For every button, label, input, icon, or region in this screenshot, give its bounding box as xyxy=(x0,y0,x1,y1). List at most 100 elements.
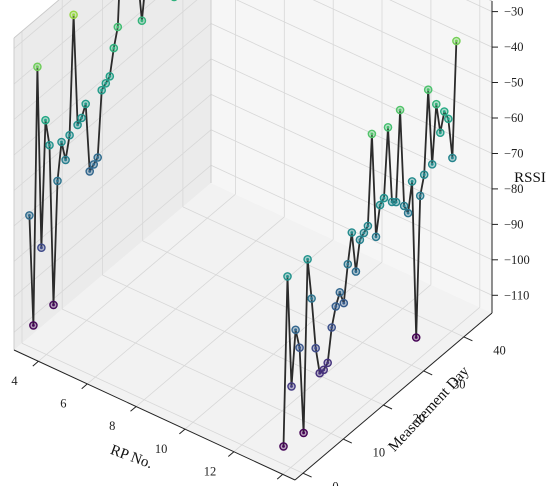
series-1-point-core xyxy=(92,163,96,166)
series-2-point-core xyxy=(398,108,402,112)
series-1-point-core xyxy=(80,116,83,120)
z-grid-left xyxy=(13,0,114,85)
series-1-line xyxy=(28,0,145,327)
x-grid-floor xyxy=(38,193,236,362)
z-tick-label: −90 xyxy=(504,217,524,231)
y-tick-label: 10 xyxy=(373,446,386,460)
grid-lines xyxy=(13,0,493,475)
series-2-point-core xyxy=(410,180,414,183)
y-tick-label: 0 xyxy=(332,480,338,486)
x-tick-label: 6 xyxy=(60,397,66,411)
y-tick-mark xyxy=(302,472,312,478)
x-tick-mark xyxy=(32,360,39,367)
x-grid-floor xyxy=(87,216,285,385)
series-2-point-core xyxy=(290,385,293,388)
series-2-point-core xyxy=(346,262,350,266)
series-1-point-core xyxy=(56,179,59,183)
series-2-point-core xyxy=(430,162,434,166)
y-tick-mark xyxy=(383,404,393,410)
z-grid-back xyxy=(235,0,493,119)
axis-lines xyxy=(13,0,498,481)
series-2-point-core xyxy=(422,173,426,177)
z-axis-title: RSSI xyxy=(514,170,546,186)
series-2-point-core xyxy=(338,290,342,294)
z-tick-label: −50 xyxy=(504,76,524,90)
series-2-point-core xyxy=(322,368,326,372)
z-grid-left xyxy=(13,94,212,262)
series-1-point-core xyxy=(52,303,55,307)
series-2-point-core xyxy=(442,110,446,113)
series-1-point-core xyxy=(32,324,35,327)
back-wall-pane xyxy=(211,0,492,313)
z-tick-label: −60 xyxy=(504,111,524,125)
x-tick-mark xyxy=(130,406,137,412)
series-1-point xyxy=(171,0,178,2)
z-grid-back xyxy=(312,0,493,83)
series-2-point-core xyxy=(294,328,297,332)
z-grid-left xyxy=(13,0,72,49)
series-2-point-core xyxy=(434,102,438,106)
x-grid-floor xyxy=(184,261,383,430)
series-2-point-core xyxy=(406,211,410,215)
series-2-point-core xyxy=(402,204,406,208)
x-axis-line xyxy=(13,349,296,481)
z-grid-back xyxy=(210,164,493,296)
z-tick-label: −40 xyxy=(504,40,524,54)
x-tick-label: 12 xyxy=(204,465,217,479)
series-1-point-core xyxy=(48,143,51,147)
series-1-point-core xyxy=(108,74,112,78)
z-grid-left xyxy=(13,58,212,227)
series-2-point-core xyxy=(382,196,386,200)
series-2-point-core xyxy=(282,445,285,448)
tick-labels: 468101214010203040−30−40−50−60−70−80−90−… xyxy=(11,5,529,486)
series-2-point-core xyxy=(298,346,301,350)
x-axis-title: RP No. xyxy=(108,442,154,472)
series-2-point-core xyxy=(354,270,358,273)
left-wall-pane xyxy=(14,0,211,350)
series-2-point-core xyxy=(374,235,378,239)
x-tick-label: 8 xyxy=(109,419,115,433)
series-1-point-core xyxy=(44,118,47,122)
series-2-point-core xyxy=(394,200,398,204)
series-2-point-core xyxy=(451,156,454,160)
pane-edge xyxy=(13,0,60,39)
z-grid-left xyxy=(13,129,212,298)
series-1-point-core xyxy=(36,65,39,69)
series-1-point-core xyxy=(64,158,67,162)
z-tick-label: −30 xyxy=(504,5,524,19)
series-lines xyxy=(28,0,458,447)
series-1-point-core xyxy=(40,246,43,250)
z-tick-label: −110 xyxy=(504,288,529,302)
y-tick-mark xyxy=(423,370,433,376)
series-2-line xyxy=(282,40,458,447)
floor-pane xyxy=(14,183,492,480)
series-2-point-core xyxy=(426,88,430,92)
series-1-point-core xyxy=(116,25,120,29)
z-tick-label: −100 xyxy=(504,253,530,267)
z-grid-back xyxy=(210,23,493,154)
z-grid-left xyxy=(13,23,212,191)
y-grid-floor xyxy=(62,308,344,440)
z-tick-label: −80 xyxy=(504,182,524,196)
series-2-point-core xyxy=(386,125,390,129)
series-2-point-core xyxy=(446,117,450,121)
series-1-point-core xyxy=(112,46,116,50)
x-grid-floor xyxy=(135,239,334,407)
x-grid-floor xyxy=(233,284,432,453)
series-2-point-core xyxy=(366,224,370,228)
series-1-point-core xyxy=(68,133,71,137)
y-tick-label: 20 xyxy=(413,412,426,426)
series-2-point-core xyxy=(455,39,458,43)
series-2-point-core xyxy=(362,231,366,235)
series-points xyxy=(25,0,461,451)
series-2-point-core xyxy=(438,131,442,135)
y-tick-mark xyxy=(463,336,473,342)
x-tick-label: 4 xyxy=(11,374,18,388)
x-tick-mark xyxy=(81,383,88,390)
y-grid-floor xyxy=(21,342,304,474)
y-tick-label: 30 xyxy=(453,378,466,392)
z-grid-left xyxy=(13,164,212,333)
series-1-point-core xyxy=(28,214,31,217)
z-grid-back xyxy=(389,0,493,48)
